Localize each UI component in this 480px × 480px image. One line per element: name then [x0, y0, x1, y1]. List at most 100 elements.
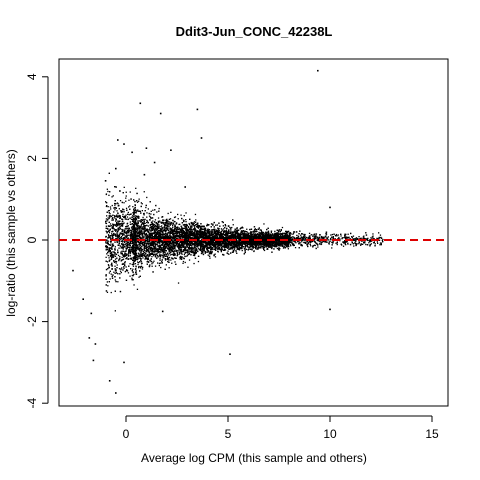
- data-point: [235, 233, 237, 235]
- data-point: [114, 204, 116, 206]
- data-point: [120, 260, 122, 262]
- data-point: [120, 232, 122, 235]
- data-point: [362, 236, 364, 238]
- data-point: [225, 232, 227, 234]
- data-point: [172, 248, 174, 250]
- data-point: [195, 245, 198, 247]
- data-point: [196, 241, 198, 243]
- data-point: [105, 225, 107, 227]
- data-point: [212, 240, 215, 243]
- data-point: [163, 226, 165, 228]
- data-point: [106, 253, 108, 255]
- data-point: [280, 229, 282, 232]
- data-point: [110, 240, 112, 242]
- data-point: [125, 270, 127, 272]
- data-point: [263, 245, 266, 247]
- data-point: [110, 273, 112, 275]
- data-point: [107, 268, 109, 270]
- data-point: [190, 231, 192, 233]
- data-point: [136, 231, 139, 233]
- data-point: [168, 250, 170, 253]
- data-point: [253, 246, 255, 249]
- data-point: [152, 220, 154, 222]
- data-point: [183, 227, 185, 229]
- data-point: [110, 208, 112, 210]
- data-point: [112, 245, 114, 247]
- data-point: [191, 225, 193, 227]
- data-point: [150, 245, 152, 247]
- data-point: [131, 277, 133, 279]
- data-point: [189, 229, 191, 231]
- data-point: [363, 235, 365, 237]
- data-point: [117, 220, 119, 222]
- data-point: [116, 232, 118, 234]
- data-point: [116, 264, 118, 266]
- data-point: [198, 239, 200, 241]
- data-point: [379, 242, 382, 244]
- data-point: [201, 248, 203, 250]
- data-point: [152, 232, 154, 234]
- data-point: [248, 240, 250, 242]
- data-point: [318, 237, 320, 239]
- data-point: [180, 252, 182, 255]
- data-point: [124, 215, 126, 217]
- data-point: [142, 250, 144, 253]
- data-point: [113, 234, 115, 236]
- data-point: [129, 257, 132, 260]
- data-point: [153, 260, 155, 262]
- data-point: [144, 247, 147, 249]
- data-point: [112, 237, 114, 239]
- data-point: [367, 237, 369, 239]
- data-point: [170, 223, 173, 225]
- data-point: [145, 244, 148, 246]
- data-point: [224, 234, 226, 236]
- data-point: [176, 242, 179, 245]
- data-point: [132, 252, 135, 254]
- data-point: [149, 234, 151, 237]
- data-point: [228, 253, 230, 255]
- data-point: [110, 252, 113, 254]
- data-point: [141, 250, 143, 252]
- data-point: [233, 242, 235, 244]
- data-point: [217, 232, 219, 234]
- data-point: [312, 234, 314, 236]
- data-point: [154, 265, 157, 267]
- data-point: [126, 216, 129, 218]
- data-point: [140, 230, 143, 232]
- data-point: [206, 223, 208, 225]
- data-point: [279, 232, 281, 235]
- data-point: [150, 210, 152, 212]
- data-point: [146, 196, 148, 199]
- data-point: [136, 227, 139, 229]
- data-point: [119, 215, 121, 217]
- data-point: [135, 232, 137, 234]
- data-point: [122, 215, 124, 217]
- data-point: [160, 266, 162, 269]
- data-point: [157, 230, 160, 232]
- data-point: [135, 224, 138, 227]
- data-point: [109, 251, 111, 253]
- data-point: [177, 234, 179, 237]
- data-point: [228, 248, 230, 250]
- data-point: [136, 201, 139, 203]
- data-point: [228, 232, 230, 234]
- data-point: [152, 262, 154, 264]
- data-point: [155, 237, 158, 239]
- data-point: [179, 256, 181, 258]
- data-point: [319, 241, 321, 243]
- data-point: [290, 240, 292, 242]
- data-point: [132, 248, 134, 251]
- data-point: [125, 200, 127, 202]
- data-point: [307, 243, 309, 245]
- data-point: [143, 214, 145, 216]
- data-point: [261, 246, 264, 248]
- data-point: [221, 221, 223, 223]
- data-point: [118, 214, 120, 217]
- data-point: [178, 223, 180, 226]
- data-point: [109, 278, 111, 280]
- data-point: [305, 242, 307, 244]
- data-point: [114, 265, 116, 267]
- data-point: [112, 223, 114, 225]
- data-point: [134, 243, 136, 245]
- data-point: [146, 242, 149, 245]
